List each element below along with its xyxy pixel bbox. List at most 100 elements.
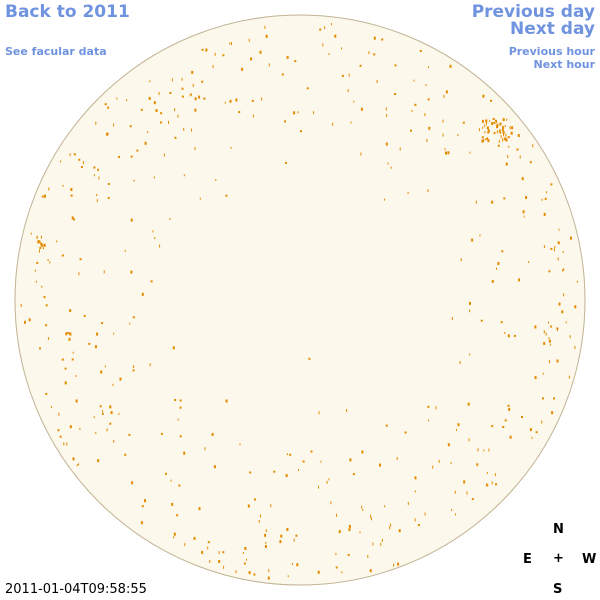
facula [519, 155, 521, 159]
facula [209, 560, 211, 563]
facula [287, 575, 289, 578]
facula [523, 215, 525, 218]
facula [61, 358, 64, 361]
facula [478, 128, 480, 132]
facula [359, 531, 361, 534]
facula [543, 341, 546, 345]
facula [254, 498, 256, 501]
facula [414, 103, 417, 106]
facula [469, 301, 471, 305]
facula [410, 129, 412, 132]
facula [469, 309, 471, 313]
facula [425, 84, 427, 87]
facula [360, 152, 362, 156]
facula [398, 529, 401, 533]
facula [39, 240, 41, 244]
facula [494, 119, 497, 122]
facula [419, 49, 422, 52]
facula [99, 405, 102, 408]
facula [140, 108, 143, 111]
facula [292, 563, 293, 566]
facula [243, 562, 246, 565]
facula [211, 432, 214, 436]
facula [350, 121, 352, 124]
facula [260, 514, 261, 518]
facula [438, 459, 440, 463]
facula [75, 399, 78, 403]
facula [173, 532, 176, 536]
facula [93, 416, 95, 419]
facula [399, 147, 401, 151]
facula [78, 272, 80, 276]
facula [449, 64, 452, 68]
facula [286, 55, 289, 59]
next-day-link[interactable]: Next day [510, 19, 595, 39]
facula [171, 78, 173, 82]
facula [289, 453, 292, 456]
facula [132, 369, 135, 372]
facula [516, 148, 519, 151]
facula [181, 77, 183, 81]
facula [328, 478, 330, 481]
facula [489, 119, 491, 122]
facula [159, 244, 161, 248]
facula [41, 195, 44, 198]
facular-link[interactable]: See facular data [5, 45, 107, 58]
facula [44, 194, 46, 198]
facula [73, 218, 76, 221]
facula [482, 126, 484, 129]
facula [160, 432, 163, 435]
facula [509, 435, 512, 439]
facula [101, 412, 104, 415]
facula [59, 435, 62, 438]
facula [268, 569, 270, 573]
facula [501, 129, 504, 132]
facula [548, 339, 551, 343]
facula [491, 122, 494, 125]
facula [492, 118, 495, 120]
next-hour-link[interactable]: Next hour [533, 58, 596, 71]
facula [457, 423, 460, 427]
facula [149, 363, 151, 367]
previous-day-link[interactable]: Previous day [471, 2, 595, 22]
facula [297, 111, 299, 114]
facula [507, 334, 510, 338]
facula [225, 399, 228, 403]
facula [69, 425, 72, 429]
facula [249, 471, 252, 474]
facula [179, 406, 182, 409]
facula [286, 453, 288, 456]
facula [324, 26, 326, 30]
facula [70, 188, 73, 191]
facula [104, 103, 107, 106]
facula [385, 107, 387, 111]
facula [504, 419, 507, 422]
facula [183, 174, 185, 177]
facula [502, 131, 505, 134]
facula [326, 480, 328, 484]
facula [390, 523, 392, 527]
facula [177, 114, 179, 118]
facula [469, 151, 471, 154]
facula [563, 293, 565, 297]
facula [502, 138, 504, 142]
back-link[interactable]: Back to 2011 [5, 2, 130, 22]
facula [499, 122, 502, 126]
facula [43, 247, 44, 250]
facula [95, 345, 97, 349]
facula [335, 552, 337, 555]
facula [286, 528, 289, 531]
facula [160, 112, 163, 115]
facula [493, 121, 496, 124]
previous-hour-link[interactable]: Previous hour [508, 45, 595, 58]
facula [488, 448, 490, 452]
facula [47, 337, 49, 340]
facula [486, 122, 487, 126]
facula [553, 397, 555, 400]
facula [541, 420, 543, 424]
facula [455, 513, 456, 516]
facula [504, 332, 506, 334]
facula [141, 292, 144, 296]
facula [78, 158, 81, 161]
facula [98, 176, 100, 180]
